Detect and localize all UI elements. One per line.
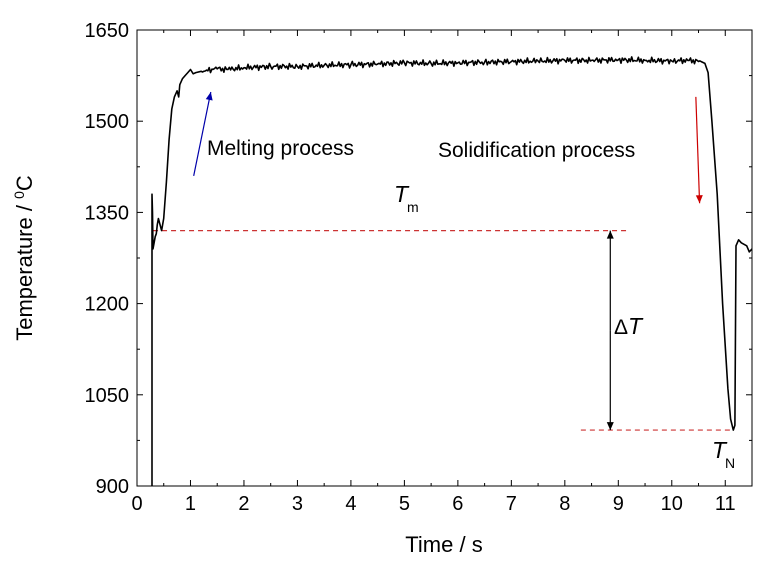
x-tick-label: 11: [715, 493, 736, 515]
y-tick-label: 1350: [85, 202, 130, 224]
y-tick-label: 1650: [85, 20, 130, 42]
x-tick-label: 3: [292, 493, 303, 515]
x-tick-label: 7: [506, 493, 517, 515]
x-tick-label: 10: [661, 493, 683, 515]
x-tick-label: 9: [613, 493, 624, 515]
svg-text:T: T: [712, 437, 728, 463]
x-tick-label: 6: [452, 493, 463, 515]
solidification-label: Solidification process: [438, 139, 635, 162]
svg-text:T: T: [394, 181, 410, 207]
reference-lines: [153, 230, 734, 431]
y-tick-label: 1200: [85, 294, 130, 316]
y-axis-title-main: Temperature /: [12, 199, 37, 341]
solidification-arrow: [695, 96, 703, 204]
melting-label: Melting process: [207, 137, 354, 160]
delta-t-arrow-down: [606, 330, 614, 431]
x-axis-ticks: 0 1 2 3 4 5 6 7 8 9 10 11: [131, 30, 736, 515]
arrows: [193, 91, 703, 431]
y-axis-title-sup: 0: [11, 191, 27, 199]
svg-text:Δ: Δ: [614, 316, 628, 339]
plot-frame: [136, 29, 753, 487]
tn-label: T N: [712, 437, 735, 471]
x-tick-label: 5: [399, 493, 410, 515]
x-tick-label: 0: [131, 493, 142, 515]
svg-text:N: N: [725, 455, 735, 471]
x-tick-label: 2: [238, 493, 249, 515]
y-axis-ticks: 900 1050 1200 1350 1500 1650: [85, 20, 752, 498]
x-axis-title: Time / s: [405, 532, 482, 557]
svg-text:T: T: [628, 313, 644, 339]
svg-text:m: m: [407, 199, 419, 215]
series-line: [151, 56, 753, 486]
delta-t-label: Δ T: [614, 313, 644, 339]
y-tick-label: 1050: [85, 385, 130, 407]
y-axis-title-unit: C: [12, 175, 37, 191]
y-axis-title: Temperature / 0C: [11, 175, 37, 341]
y-tick-label: 1500: [85, 111, 130, 133]
delta-t-arrow-up: [606, 230, 614, 331]
x-tick-label: 4: [345, 493, 356, 515]
tm-label: T m: [394, 181, 419, 215]
x-tick-label: 1: [185, 493, 196, 515]
y-tick-label: 900: [96, 476, 129, 498]
melting-arrow: [193, 91, 213, 177]
x-tick-label: 8: [559, 493, 570, 515]
